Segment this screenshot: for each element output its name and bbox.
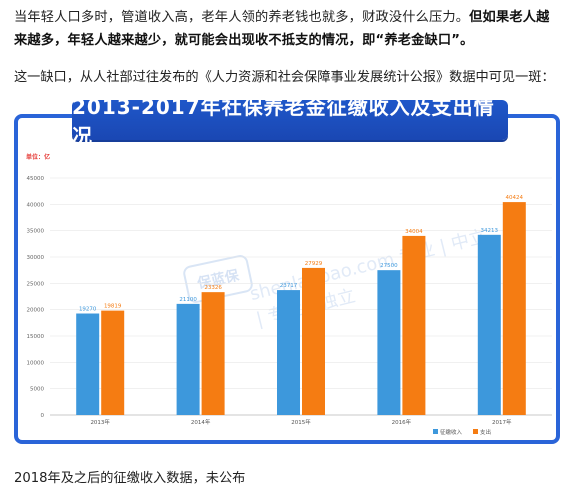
data-label: 19270 [79,307,97,313]
income-bar [477,234,501,415]
income-bar [377,270,401,415]
y-tick-label: 20000 [27,308,45,314]
y-tick-label: 5000 [30,387,44,393]
expense-bar [101,310,125,415]
data-label: 27500 [380,263,398,269]
income-bar [277,290,300,415]
income-bar [76,313,100,415]
data-label: 23717 [280,283,298,289]
x-tick-label: 2013年 [90,418,110,426]
y-tick-label: 45000 [27,176,45,182]
y-tick-label: 10000 [27,360,45,366]
source-paragraph: 这一缺口，从人社部过往发布的《人力资源和社会保障事业发展统计公报》数据中可见一斑… [14,70,555,85]
data-label: 21100 [179,297,197,303]
y-tick-label: 25000 [27,281,45,287]
data-label: 34213 [481,228,499,234]
x-tick-label: 2014年 [191,418,211,426]
footnote-paragraph: 2018年及之后的征缴收入数据，未公布 [14,471,246,486]
chart-title: 2013-2017年社保养老金征缴收入及支出情况 [72,95,508,148]
y-tick-label: 15000 [27,334,45,340]
y-tick-label: 35000 [27,229,45,235]
x-tick-label: 2015年 [291,418,311,426]
intro-bold-text: 但如果老人越来越多，年轻人越来越少，就可能会出现收不抵支的情况，即“养老金缺口”… [14,10,550,48]
expense-bar [502,202,526,415]
expense-bar [302,267,325,415]
legend-label: 支出 [480,428,491,436]
data-label: 19819 [104,304,122,310]
legend-swatch [473,429,478,434]
income-bar [176,303,200,415]
unit-label: 单位：亿 [26,154,51,161]
legend-label: 征缴收入 [440,428,463,436]
data-label: 27929 [305,261,323,267]
data-label: 40424 [506,195,524,201]
data-label: 34004 [405,229,423,235]
x-tick-label: 2016年 [392,418,412,426]
y-tick-label: 0 [41,413,45,419]
legend-swatch [433,429,438,434]
expense-bar [201,292,225,415]
intro-text: 当年轻人口多时，管道收入高，老年人领的养老钱也就多，财政没什么压力。 [14,10,470,25]
data-label: 23326 [204,285,222,291]
expense-bar [402,235,426,415]
x-tick-label: 2017年 [492,418,512,426]
y-tick-label: 30000 [27,255,45,261]
y-tick-label: 40000 [27,202,45,208]
intro-paragraph: 当年轻人口多时，管道收入高，老年人领的养老钱也就多，财政没什么压力。但如果老人越… [14,6,562,52]
